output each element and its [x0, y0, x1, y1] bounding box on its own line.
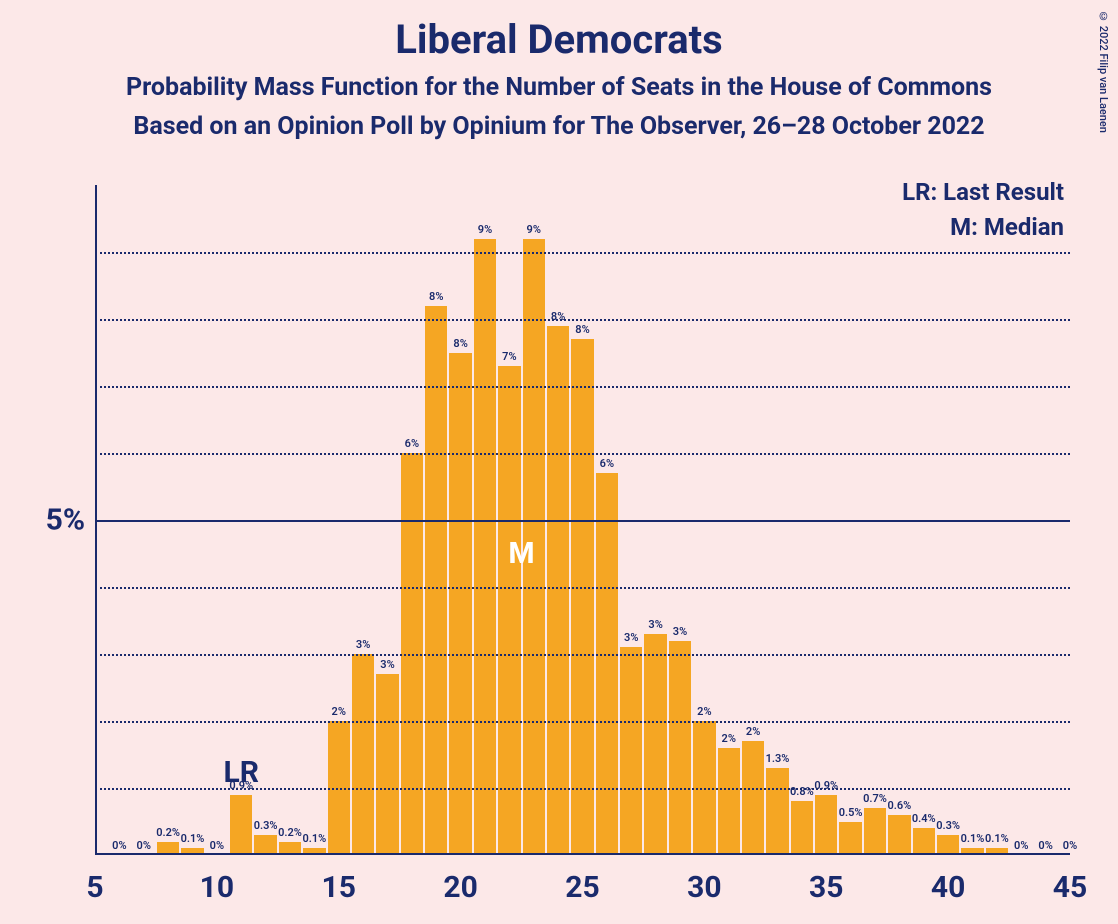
bar-value-label: 0.6% [869, 799, 929, 812]
x-tick-label: 35 [809, 870, 843, 905]
bar-value-label: 0.9% [796, 779, 856, 792]
bar [620, 647, 642, 855]
subtitle-2: Based on an Opinion Poll by Opinium for … [0, 112, 1118, 141]
bar [376, 674, 398, 855]
gridline [95, 252, 1070, 254]
bar-value-label: 3% [358, 658, 418, 671]
chart-area: LR: Last Result M: Median 51015202530354… [95, 185, 1070, 855]
bar [913, 828, 935, 855]
bar [425, 306, 447, 855]
main-title: Liberal Democrats [0, 16, 1118, 63]
x-tick-label: 20 [443, 870, 477, 905]
x-tick-label: 45 [1053, 870, 1087, 905]
bar-value-label: 0% [1040, 839, 1100, 852]
bar-value-label: 8% [528, 310, 588, 323]
marker-m: M [508, 536, 534, 571]
bar [839, 822, 861, 856]
bar-value-label: 3% [650, 625, 710, 638]
bar [352, 654, 374, 855]
bar-value-label: 1.3% [748, 752, 808, 765]
marker-lr: LR [224, 755, 259, 790]
bar-value-label: 2% [309, 705, 369, 718]
bar-value-label: 9% [504, 223, 564, 236]
plot: 51015202530354045 0%0%0.2%0.1%0%0.9%0.3%… [95, 185, 1070, 855]
bar-value-label: 2% [723, 725, 783, 738]
bar [571, 339, 593, 855]
bar [766, 768, 788, 855]
bar [547, 326, 569, 855]
bar-value-label: 6% [382, 437, 442, 450]
subtitle-1: Probability Mass Function for the Number… [0, 73, 1118, 102]
x-tick-label: 40 [931, 870, 965, 905]
gridline [95, 453, 1070, 455]
gridline [95, 721, 1070, 723]
bar [474, 239, 496, 855]
bar-value-label: 2% [674, 705, 734, 718]
bar-value-label: 7% [479, 350, 539, 363]
title-block: Liberal Democrats Probability Mass Funct… [0, 0, 1118, 141]
x-tick-label: 15 [322, 870, 356, 905]
bar-value-label: 0.1% [284, 832, 344, 845]
x-axis-line [95, 853, 1070, 855]
bar [718, 748, 740, 855]
bar-value-label: 8% [406, 290, 466, 303]
x-tick-label: 10 [200, 870, 234, 905]
bar-value-label: 8% [431, 337, 491, 350]
bar [644, 634, 666, 855]
gridline [95, 587, 1070, 589]
y-axis-label: 5% [25, 503, 85, 538]
bar-value-label: 6% [577, 457, 637, 470]
bar [596, 473, 618, 855]
x-tick-label: 5 [86, 870, 103, 905]
bar-value-label: 3% [333, 638, 393, 651]
x-tick-label: 30 [687, 870, 721, 905]
copyright-text: © 2022 Filip van Laenen [1097, 10, 1110, 133]
bar-value-label: 0.3% [918, 819, 978, 832]
x-tick-label: 25 [565, 870, 599, 905]
gridline [95, 654, 1070, 656]
bar-value-label: 0% [187, 839, 247, 852]
bar [669, 641, 691, 855]
gridline [95, 520, 1070, 522]
gridline [95, 386, 1070, 388]
bar-value-label: 8% [553, 323, 613, 336]
bar [449, 353, 471, 856]
bar [498, 366, 520, 855]
bar [791, 801, 813, 855]
bar [815, 795, 837, 855]
